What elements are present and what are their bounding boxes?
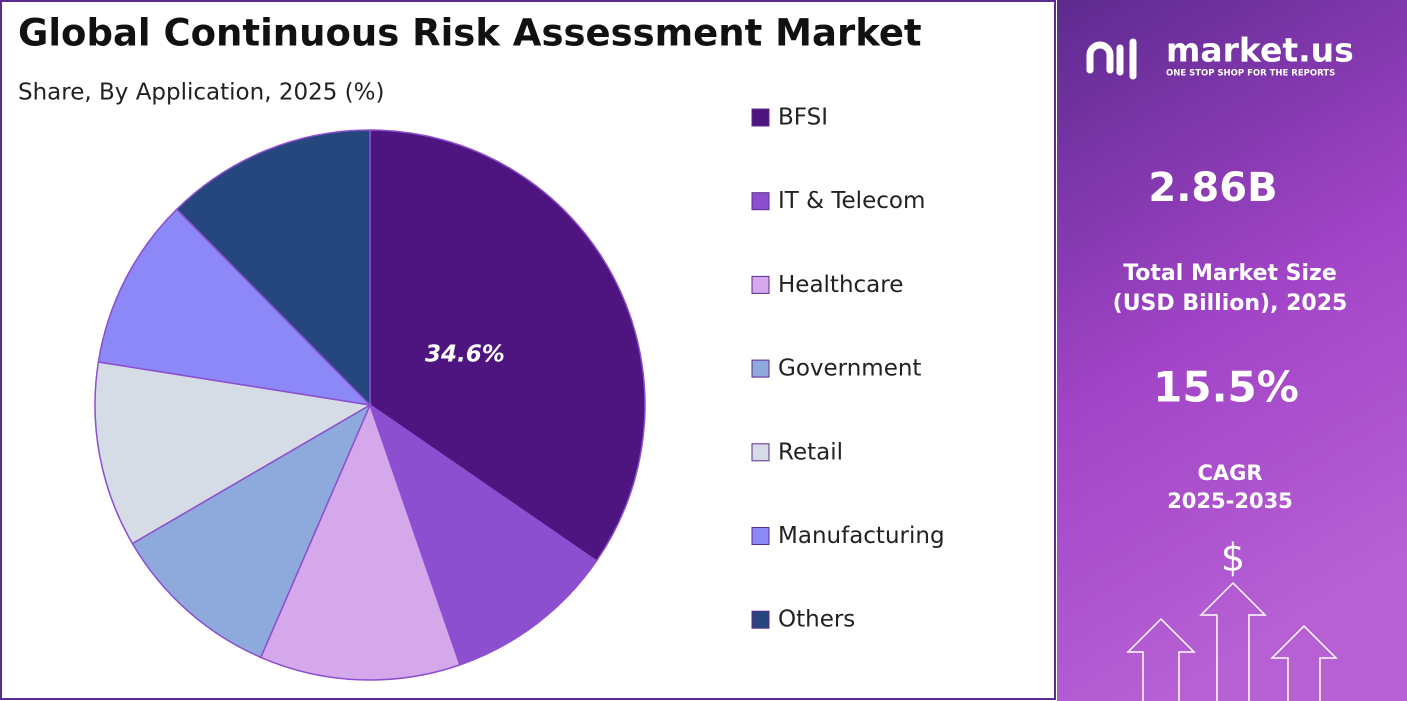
pie-slice <box>369 129 646 563</box>
data-label: 34.6% <box>425 342 505 368</box>
legend-swatch <box>751 443 770 462</box>
cagr: 15.5% <box>1153 363 1299 412</box>
chart-title: Global Continuous Risk Assessment Market <box>18 12 922 55</box>
pie-slice <box>368 403 598 666</box>
legend-label: BFSI <box>778 105 828 131</box>
legend-swatch <box>751 527 770 545</box>
legend: BFSI IT & Telecom Healthcare Government Reta… <box>751 105 945 633</box>
currency-icon: $ <box>1221 536 1245 580</box>
legend-label: Healthcare <box>778 272 903 298</box>
pie: 34.6% <box>94 129 646 681</box>
side-panel <box>1057 0 1407 701</box>
legend-label: Manufacturing <box>778 523 945 549</box>
chart-subtitle: Share, By Application, 2025 (%) <box>18 80 384 106</box>
legend-swatch <box>751 359 770 378</box>
tagline: ONE STOP SHOP FOR THE REPORTS <box>1166 69 1335 79</box>
cagr-caption: CAGR <box>1197 461 1262 485</box>
growth-arrows <box>1126 581 1338 701</box>
pie-slice <box>97 208 373 407</box>
market-size-caption: (USD Billion), 2025 <box>1113 291 1348 316</box>
logo <box>1086 38 1137 80</box>
legend-swatch <box>751 610 770 629</box>
pie-slice <box>175 129 371 407</box>
legend-label: Retail <box>778 439 843 465</box>
legend-swatch <box>751 275 770 294</box>
market-size-caption: Total Market Size <box>1123 261 1337 286</box>
legend-label: IT & Telecom <box>778 188 925 214</box>
legend-label: Government <box>778 356 921 382</box>
cagr-caption: 2025-2035 <box>1167 489 1293 513</box>
pie-slice <box>94 361 373 545</box>
legend-label: Others <box>778 607 855 633</box>
pie-slice <box>259 402 461 681</box>
market-size: 2.86B <box>1148 165 1277 211</box>
legend-swatch <box>751 192 770 211</box>
brand: market.us <box>1166 31 1354 70</box>
legend-swatch <box>751 108 770 127</box>
pie-slice <box>131 403 372 659</box>
